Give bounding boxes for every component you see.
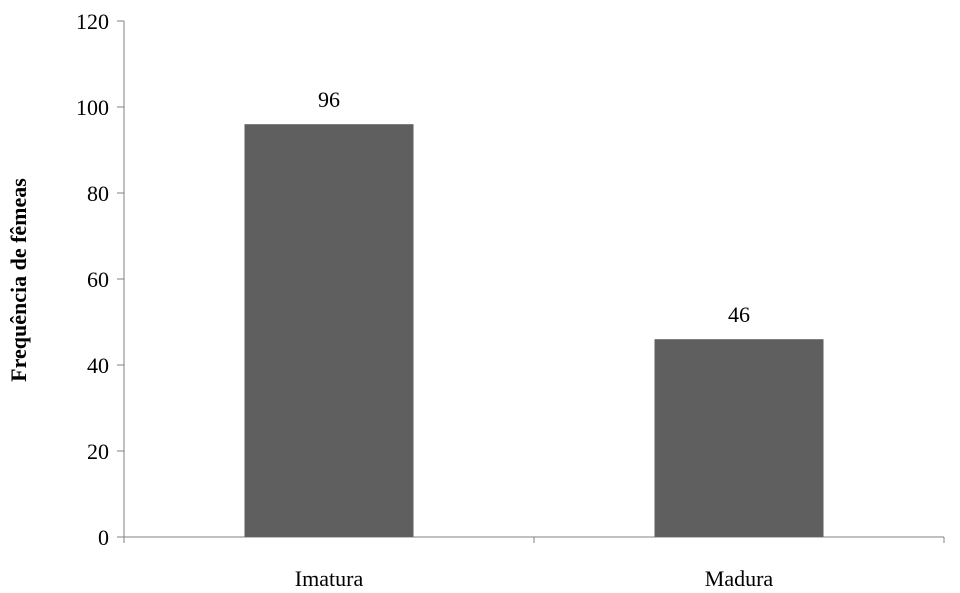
x-tick-label: Imatura (295, 566, 364, 591)
data-label-madura: 46 (728, 302, 750, 327)
data-labels: 96 46 (318, 87, 750, 327)
bars (244, 124, 824, 537)
y-tick-label: 60 (87, 267, 109, 292)
y-axis-title: Frequência de fêmeas (6, 178, 31, 382)
y-axis: 0 20 40 60 80 100 120 (76, 9, 125, 550)
bar-madura (654, 339, 824, 537)
bar-imatura (244, 124, 414, 537)
data-label-imatura: 96 (318, 87, 340, 112)
y-ticks: 0 20 40 60 80 100 120 (76, 9, 124, 550)
x-axis: Imatura Madura (123, 536, 945, 591)
y-tick-label: 120 (76, 9, 109, 34)
y-tick-label: 80 (87, 181, 109, 206)
y-tick-label: 0 (98, 525, 109, 550)
x-ticks: Imatura Madura (123, 537, 945, 591)
y-tick-label: 20 (87, 439, 109, 464)
y-tick-label: 100 (76, 95, 109, 120)
y-tick-label: 40 (87, 353, 109, 378)
x-tick-label: Madura (705, 566, 774, 591)
